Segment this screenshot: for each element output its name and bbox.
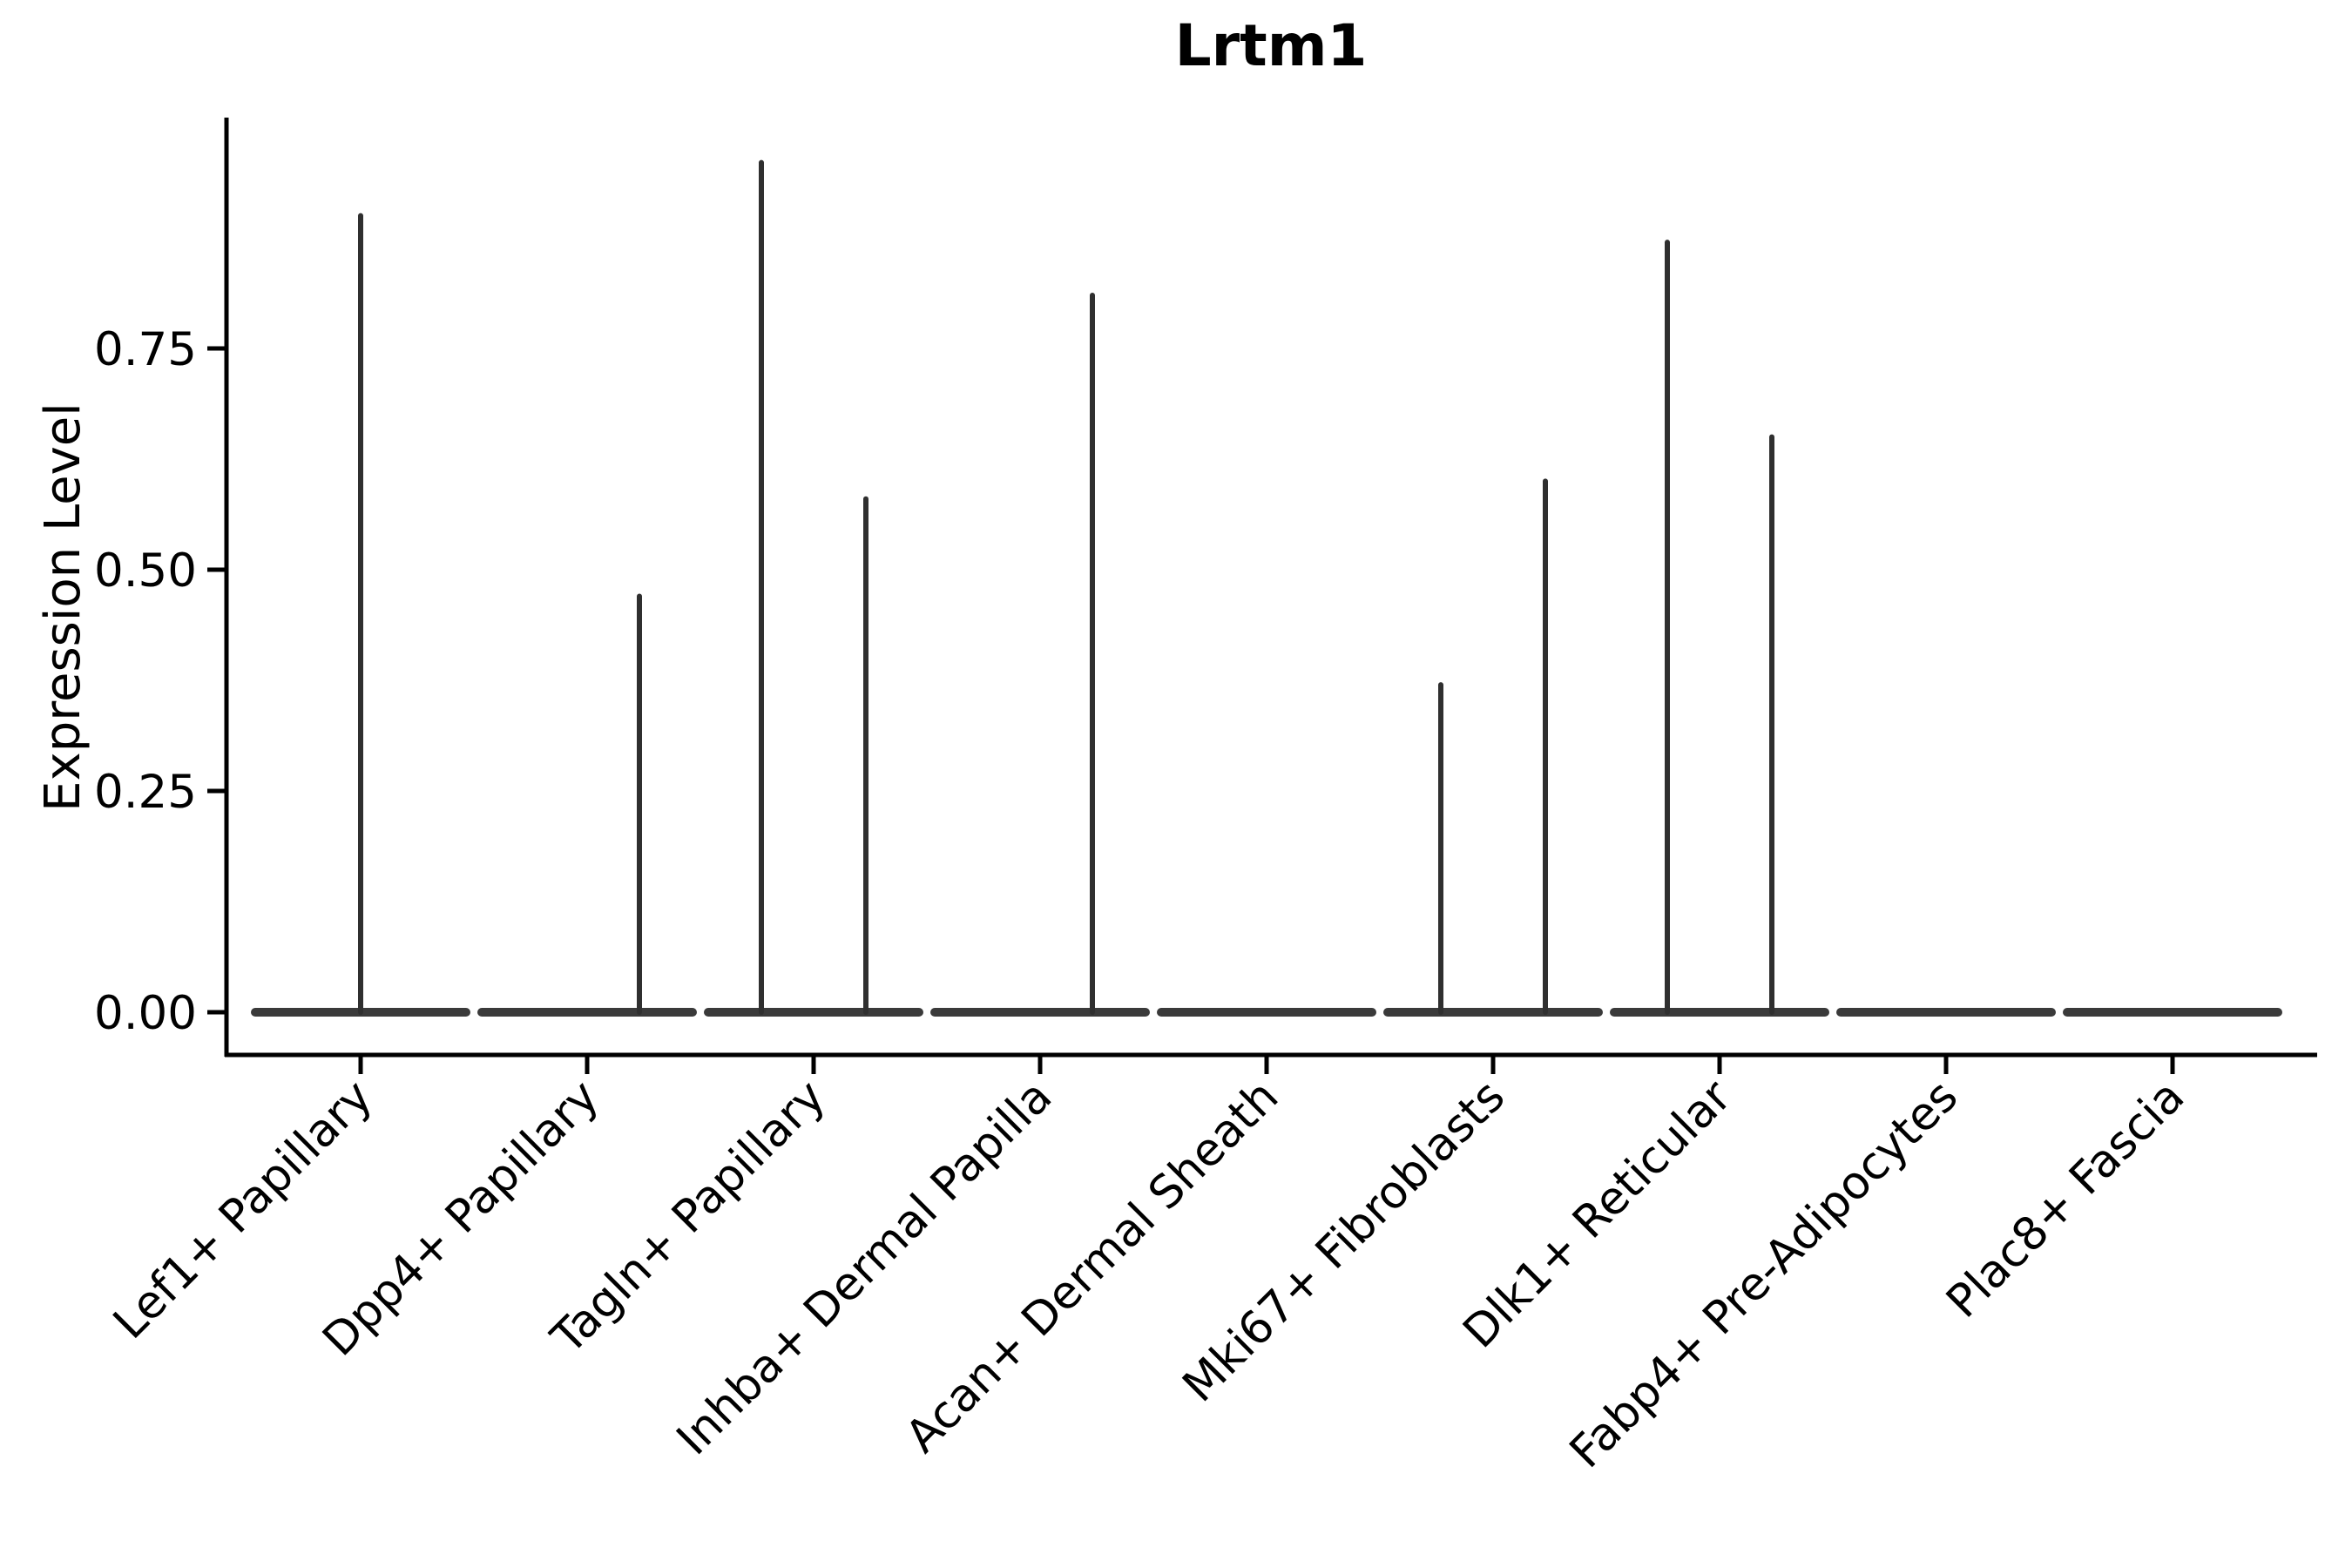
y-tick-label: 0.25 — [94, 766, 197, 819]
y-tick-label: 0.50 — [94, 544, 197, 598]
violin-group — [930, 293, 1150, 1017]
violin-group — [1383, 478, 1603, 1017]
violin-group — [477, 593, 697, 1017]
y-tick-label: 0.00 — [94, 987, 197, 1040]
x-tick-label: Inhba+ Dermal Papilla — [667, 1071, 1062, 1465]
x-tick-label: Plac8+ Fascia — [1936, 1071, 2194, 1328]
plot-title: Lrtm1 — [1174, 12, 1368, 79]
x-tick-label: Acan+ Dermal Sheath — [896, 1071, 1289, 1463]
y-tick-label: 0.75 — [94, 323, 197, 376]
violin-group — [1610, 240, 1829, 1017]
violin-group — [251, 213, 470, 1017]
violin-group — [704, 159, 923, 1017]
x-tick-label: Fabp4+ Pre-Adipocytes — [1560, 1071, 1968, 1478]
